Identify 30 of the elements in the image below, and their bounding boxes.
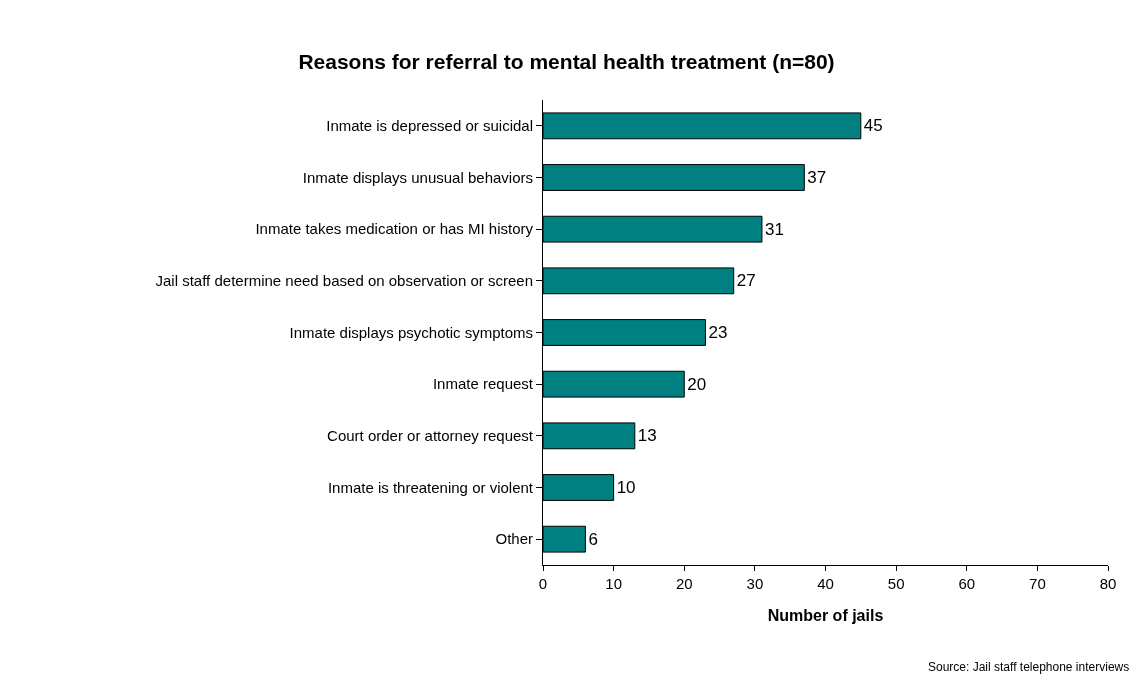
x-tick-label: 40 (817, 575, 834, 592)
data-label: 37 (807, 168, 827, 187)
data-label: 31 (764, 219, 784, 239)
y-tick-label: Inmate is threatening or violent (327, 478, 534, 496)
y-tick-label: Other (495, 530, 533, 548)
x-tick-label: 80 (1099, 575, 1117, 592)
x-tick-label: 70 (1029, 575, 1046, 592)
y-tick-label: Inmate is depressed or suicidal (326, 117, 533, 135)
data-label: 10 (616, 478, 636, 497)
chart-title: Reasons for referral to mental health treatment (n=80) (298, 50, 835, 74)
source-note: Source: Jail staff telephone interviews (928, 660, 1130, 674)
data-label: 23 (708, 323, 728, 342)
data-label: 20 (687, 374, 707, 394)
data-label: 27 (736, 271, 756, 291)
y-tick-label: Inmate displays unusual behaviors (302, 168, 533, 186)
y-tick-label: Jail staff determine need based on observation or screen (155, 272, 533, 290)
y-tick-label: Inmate request (432, 375, 534, 393)
data-label: 45 (863, 116, 883, 136)
x-tick-label: 50 (887, 575, 905, 592)
x-tick-label: 20 (675, 575, 693, 592)
data-label: 6 (588, 529, 598, 549)
x-tick-label: 0 (538, 575, 548, 592)
x-tick-label: 60 (958, 575, 976, 592)
x-tick-label: 30 (746, 575, 764, 592)
x-axis-title: Number of jails (767, 606, 884, 624)
x-tick-label: 10 (605, 575, 622, 592)
y-tick-label: Court order or attorney request (327, 427, 534, 445)
y-tick-label: Inmate displays psychotic symptoms (289, 323, 533, 341)
y-tick-label: Inmate takes medication or has MI history (255, 220, 534, 238)
data-label: 13 (637, 426, 657, 446)
